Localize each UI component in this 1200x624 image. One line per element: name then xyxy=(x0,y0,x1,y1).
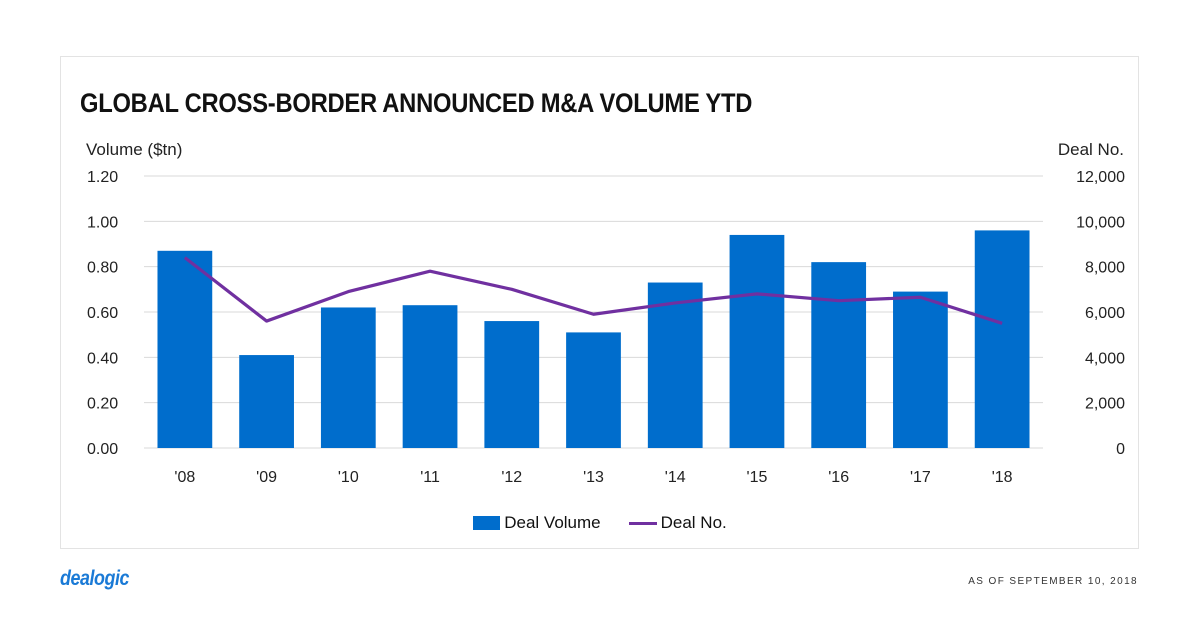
x-tick-label: '12 xyxy=(501,469,522,486)
y-axis-right-title: Deal No. xyxy=(1057,140,1124,159)
bar-18 xyxy=(974,230,1030,448)
dealogic-logo: dealogic xyxy=(60,567,130,590)
legend-label: Deal Volume xyxy=(504,513,601,532)
y-right-tick-label: 2,000 xyxy=(1085,396,1125,413)
x-tick-label: '09 xyxy=(256,469,277,486)
y-axis-right-ticks: 0 2,000 4,000 6,000 8,000 10,000 12,000 xyxy=(1076,169,1125,458)
x-tick-label: '17 xyxy=(910,469,931,486)
x-tick-label: '08 xyxy=(174,469,195,486)
bar-12 xyxy=(484,321,540,448)
y-left-tick-label: 0.00 xyxy=(87,441,118,458)
y-left-tick-label: 0.40 xyxy=(87,350,118,367)
y-left-tick-label: 0.80 xyxy=(87,260,118,277)
bar-14 xyxy=(647,282,703,448)
x-tick-label: '16 xyxy=(828,469,849,486)
x-tick-label: '14 xyxy=(665,469,686,486)
y-right-tick-label: 12,000 xyxy=(1076,169,1125,186)
x-axis-ticks: '08 '09 '10 '11 '12 '13 '14 '15 '16 '17 '18 xyxy=(174,469,1012,486)
y-left-tick-label: 0.20 xyxy=(87,396,118,413)
x-tick-label: '15 xyxy=(747,469,768,486)
legend-swatch-line xyxy=(628,521,657,525)
y-right-tick-label: 10,000 xyxy=(1076,214,1125,231)
y-left-tick-label: 0.60 xyxy=(87,305,118,322)
bar-08 xyxy=(157,250,213,448)
x-tick-label: '18 xyxy=(992,469,1013,486)
y-left-tick-label: 1.20 xyxy=(87,169,118,186)
bar-10 xyxy=(320,307,376,448)
bar-17 xyxy=(893,291,948,448)
y-axis-left-ticks: 0.00 0.20 0.40 0.60 0.80 1.00 1.20 xyxy=(87,169,118,458)
bar-13 xyxy=(566,332,621,448)
bar-15 xyxy=(729,234,785,448)
legend-label: Deal No. xyxy=(660,513,727,532)
bar-series-deal-volume xyxy=(157,230,1030,448)
bar-16 xyxy=(811,262,867,448)
y-right-tick-label: 0 xyxy=(1116,441,1125,458)
deal-no-line xyxy=(183,256,1003,325)
x-tick-label: '11 xyxy=(420,469,440,486)
y-right-tick-label: 8,000 xyxy=(1085,260,1125,277)
y-axis-left-title: Volume ($tn) xyxy=(86,140,183,159)
bar-09 xyxy=(239,355,294,448)
y-right-tick-label: 4,000 xyxy=(1085,350,1125,367)
y-left-tick-label: 1.00 xyxy=(87,214,118,231)
as-of-date: AS OF SEPTEMBER 10, 2018 xyxy=(968,576,1138,587)
x-tick-label: '13 xyxy=(583,469,604,486)
bar-11 xyxy=(402,305,458,448)
x-tick-label: '10 xyxy=(338,469,359,486)
legend: Deal Volume Deal No. xyxy=(0,513,1200,533)
y-right-tick-label: 6,000 xyxy=(1085,305,1125,322)
legend-swatch-bar xyxy=(473,516,501,530)
line-series-deal-no xyxy=(183,256,1003,325)
chart-panel xyxy=(60,56,1139,549)
legend-item-deal-volume: Deal Volume xyxy=(473,513,601,533)
legend-item-deal-no: Deal No. xyxy=(628,513,727,533)
chart-title: GLOBAL CROSS-BORDER ANNOUNCED M&A VOLUME… xyxy=(80,88,753,118)
